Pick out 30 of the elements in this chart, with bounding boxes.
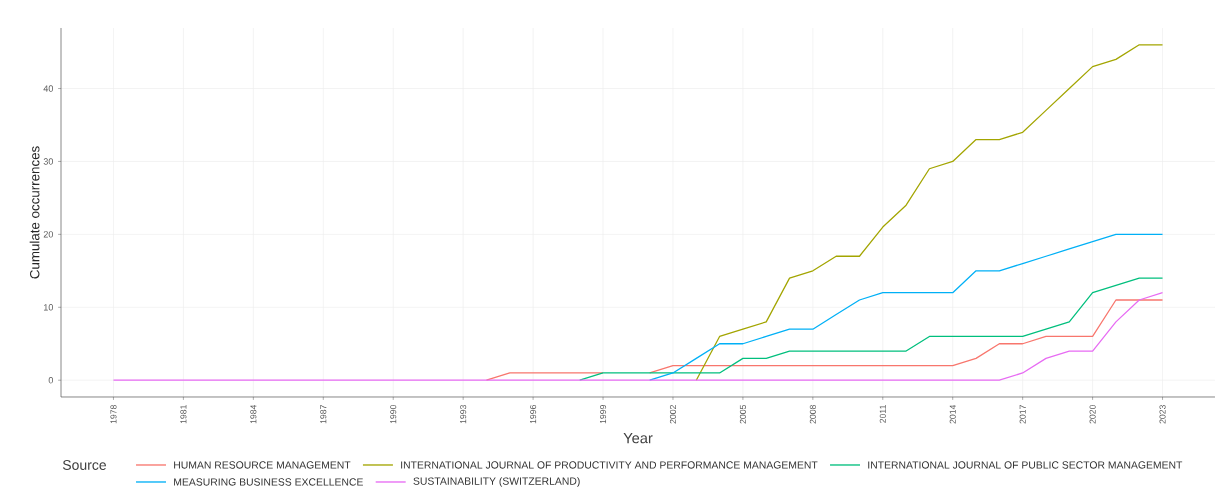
y-tick-label: 20 [43,231,54,238]
x-tick-label: 2017 [1019,405,1026,424]
y-tick-label: 30 [43,158,54,165]
x-tick-label: 1984 [250,404,257,424]
x-tick-label: 1999 [599,405,607,424]
x-tick-label: 2008 [809,405,816,424]
x-tick-label: 2014 [949,404,956,424]
x-tick-label: 1990 [390,404,397,424]
x-tick-label: 1993 [460,405,467,424]
x-tick-label: 1981 [180,405,187,424]
x-tick-label: 2023 [1159,405,1166,424]
x-tick-label: 2002 [669,405,677,424]
x-tick-label: 1987 [320,405,327,424]
legend-label: MEASURING BUSINESS EXCELLENCE [174,478,363,486]
y-tick-label: 0 [48,377,54,384]
x-tick-label: 2005 [739,405,746,424]
x-tick-label: 1978 [110,405,117,424]
x-axis-title: Year [623,433,653,444]
line-series [695,44,1164,381]
y-tick-label: 10 [43,304,54,311]
x-tick-label: 2011 [879,405,886,423]
legend-label: SUSTAINABILITY (SWITZERLAND) [413,477,580,487]
legend-label: INTERNATIONAL JOURNAL OF PRODUCTIVITY AND PERFORMANCE MANAGEMENT [401,461,818,469]
legend-title: Source [62,460,106,470]
x-tick-label: 1996 [530,405,537,424]
x-tick-label: 2020 [1089,404,1096,424]
legend-label: HUMAN RESOURCE MANAGEMENT [174,461,351,469]
y-tick-label: 40 [43,85,54,92]
legend-label: INTERNATIONAL JOURNAL OF PUBLIC SECTOR MANAGEMENT [868,461,1183,469]
y-axis-title: Cumulate occurrences [29,146,40,279]
